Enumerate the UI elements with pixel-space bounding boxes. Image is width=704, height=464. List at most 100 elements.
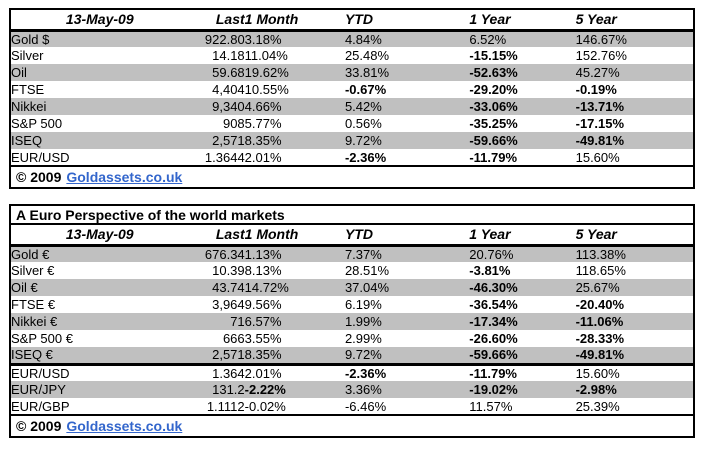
usd-table-header-row: 13-May-09 Last 1 Month YTD 1 Year 5 Year (10, 9, 694, 32)
cell-5year: 45.27% (575, 65, 620, 80)
euro-table-title: A Euro Perspective of the world markets (10, 205, 694, 225)
row-label: EUR/USD (11, 149, 70, 165)
cell-5year: -11.06% (575, 314, 624, 329)
cell-1month: -2.22% (244, 382, 286, 397)
cell-1year: -3.81% (469, 263, 511, 278)
cell-1month: 14.72% (244, 280, 289, 295)
table-row-iseq-eur: ISEQ € 2,571 8.35% 9.72% -59.66% -49.81% (10, 347, 694, 364)
cell-ytd: 5.42% (344, 99, 382, 114)
table-row-sp500-eur: S&P 500 € 666 3.55% 2.99% -26.60% -28.33% (10, 330, 694, 347)
cell-5year: -49.81% (575, 133, 625, 148)
cell-ytd: -2.36% (344, 149, 387, 165)
row-label: Gold $ (11, 31, 50, 47)
cell-5year: -13.71% (575, 99, 625, 114)
row-label: Silver (11, 48, 44, 63)
row-label: S&P 500 € (11, 331, 73, 346)
cell-ytd: -6.46% (344, 398, 387, 414)
goldassets-link[interactable]: Goldassets.co.uk (66, 418, 183, 434)
copyright-cell: © 2009 Goldassets.co.uk (10, 414, 694, 437)
goldassets-link[interactable]: Goldassets.co.uk (66, 169, 183, 185)
col-header-date: 13-May-09 (10, 9, 189, 32)
cell-5year: -20.40% (575, 297, 624, 312)
row-label: FTSE € (11, 297, 56, 312)
row-label: Gold € (11, 246, 50, 262)
row-label: Silver € (11, 263, 55, 278)
cell-5year: 15.60% (575, 362, 694, 381)
cell-1month: 10.55% (244, 82, 289, 97)
copyright-text: © 2009 (16, 418, 62, 434)
table-row-eurusd: EUR/USD 1.364 2.01% -2.36% -11.79% 15.60% (10, 362, 694, 381)
cell-1month: 6.57% (244, 314, 282, 329)
cell-5year: -49.81% (575, 347, 624, 363)
usd-markets-table: 13-May-09 Last 1 Month YTD 1 Year 5 Year… (9, 8, 695, 189)
cell-1month: 2.01% (244, 149, 282, 165)
cell-1year: -26.60% (469, 331, 518, 346)
table-row-eurjpy: EUR/JPY 131.2 -2.22% 3.36% -19.02% -2.98% (10, 381, 694, 398)
cell-5year: 113.38% (575, 246, 626, 262)
row-label: EUR/GBP (11, 398, 70, 414)
col-header-ytd: YTD (344, 224, 470, 247)
cell-1year: -35.25% (469, 116, 518, 131)
copyright-text: © 2009 (16, 169, 62, 185)
cell-1month: 8.35% (244, 133, 282, 148)
cell-5year: 118.65% (575, 263, 626, 278)
cell-last: 59.68 (212, 65, 245, 80)
cell-1year: -59.66% (469, 133, 518, 148)
table-row-gold-eur: Gold € 676.34 1.13% 7.37% 20.76% 113.38% (10, 245, 694, 262)
row-label: EUR/JPY (11, 382, 66, 397)
cell-last: 1.3644 (204, 149, 245, 165)
cell-1month: 5.77% (244, 116, 282, 131)
cell-last: 1.1112 (206, 398, 245, 414)
cell-5year: 25.67% (575, 280, 620, 295)
cell-ytd: 33.81% (344, 65, 390, 80)
cell-1month: 3.18% (244, 31, 282, 47)
cell-last: 922.80 (204, 31, 245, 47)
col-header-1year: 1 Year (469, 9, 576, 32)
cell-last: 9,340 (212, 99, 245, 114)
cell-1year: -17.34% (469, 314, 518, 329)
col-header-1month: 1 Month (244, 9, 345, 32)
table-row-oil: Oil 59.68 19.62% 33.81% -52.63% 45.27% (10, 64, 694, 81)
cell-1year: -11.79% (469, 362, 576, 381)
euro-markets-table: A Euro Perspective of the world markets … (9, 204, 695, 438)
row-label: Oil € (11, 280, 38, 295)
cell-1year: -52.63% (469, 65, 518, 80)
copyright-cell: © 2009 Goldassets.co.uk (10, 165, 694, 188)
euro-table-header-row: 13-May-09 Last 1 Month YTD 1 Year 5 Year (10, 224, 694, 247)
cell-ytd: 9.72% (344, 133, 382, 148)
cell-1year: -11.79% (469, 149, 518, 165)
cell-1month: 4.66% (244, 99, 282, 114)
cell-5year: 25.39% (575, 398, 620, 414)
cell-last: 676.34 (204, 246, 245, 262)
row-label: ISEQ € (11, 347, 53, 363)
table-row-ftse-eur: FTSE € 3,964 9.56% 6.19% -36.54% -20.40% (10, 296, 694, 313)
cell-last: 908 (222, 116, 245, 131)
row-label: FTSE (11, 82, 45, 97)
col-header-1year: 1 Year (469, 224, 576, 247)
cell-1year: -33.06% (469, 99, 518, 114)
cell-1month: 9.56% (244, 297, 282, 312)
table-row-iseq: ISEQ 2,571 8.35% 9.72% -59.66% -49.81% (10, 132, 694, 149)
row-label: Nikkei (11, 99, 47, 114)
cell-ytd: 37.04% (344, 280, 390, 295)
cell-1year: 20.76% (469, 246, 514, 262)
cell-5year: -2.98% (575, 382, 617, 397)
cell-1month: 3.55% (244, 331, 282, 346)
cell-ytd: 9.72% (344, 347, 382, 363)
cell-5year: 15.60% (575, 149, 620, 165)
cell-last: 131.2 (212, 382, 245, 397)
row-label: ISEQ (11, 133, 43, 148)
cell-last: 2,571 (212, 133, 245, 148)
col-header-last: Last (188, 9, 245, 32)
cell-1month: 2.01% (244, 362, 345, 381)
cell-1year: 11.57% (469, 398, 513, 414)
cell-5year: 146.67% (575, 31, 627, 47)
cell-last: 666 (222, 331, 245, 346)
table-row-sp500: S&P 500 908 5.77% 0.56% -35.25% -17.15% (10, 115, 694, 132)
usd-table-footer: © 2009 Goldassets.co.uk (10, 165, 694, 188)
cell-ytd: 0.56% (344, 116, 382, 131)
cell-5year: -17.15% (575, 116, 625, 131)
cell-1year: -15.15% (469, 48, 518, 63)
cell-5year: 152.76% (575, 48, 627, 63)
table-row-silver-eur: Silver € 10.39 8.13% 28.51% -3.81% 118.65% (10, 262, 694, 279)
